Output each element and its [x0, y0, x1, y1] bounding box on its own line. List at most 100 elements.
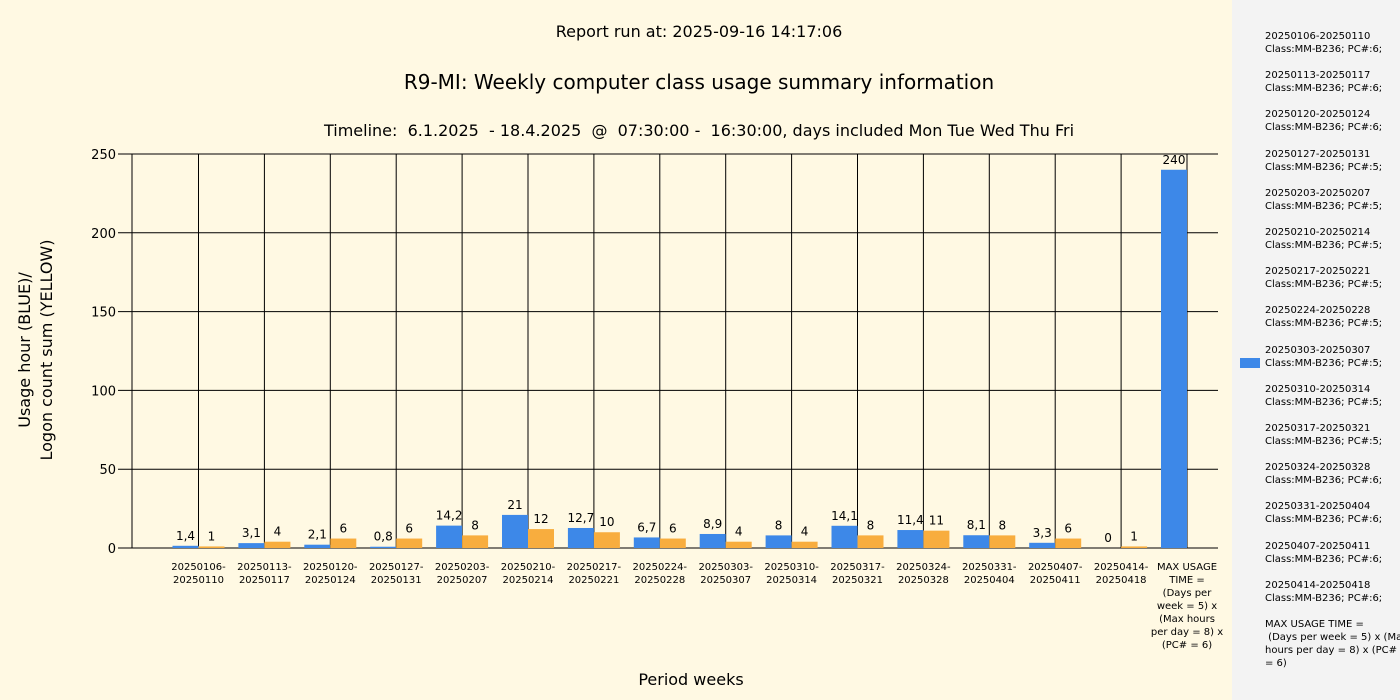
logon-bar — [725, 541, 752, 548]
legend-item: 20250127-20250131 Class:MM-B236; PC#:5; — [1265, 148, 1382, 174]
x-tick-label: 20250113- — [237, 562, 292, 573]
logon-bar — [857, 535, 884, 548]
logon-data-label: 8 — [471, 518, 479, 532]
x-tick-label: 20250407- — [1028, 562, 1083, 573]
legend-item: 20250224-20250228 Class:MM-B236; PC#:5; — [1265, 304, 1382, 330]
legend-item: 20250414-20250418 Class:MM-B236; PC#:6; — [1265, 579, 1382, 605]
legend-item-text: Class:MM-B236; PC#:6; — [1265, 514, 1383, 526]
usage-data-label: 0,8 — [374, 530, 393, 544]
usage-bar — [765, 535, 792, 548]
x-tick-label: 20250414- — [1094, 562, 1149, 573]
logon-bar — [923, 530, 950, 548]
logon-data-label: 8 — [998, 518, 1006, 532]
legend-item: MAX USAGE TIME = (Days per week = 5) x (… — [1265, 618, 1400, 670]
x-tick-label: week = 5) x — [1157, 601, 1217, 612]
x-tick-label: 20250418 — [1096, 575, 1147, 586]
legend-item-text: 20250317-20250321 — [1265, 423, 1371, 434]
x-tick-label: 20250217- — [567, 562, 622, 573]
x-tick-label: 20250117 — [239, 575, 290, 586]
legend-item-text: Class:MM-B236; PC#:5; — [1265, 279, 1383, 291]
legend-item-text: = 6) — [1265, 658, 1287, 669]
usage-bar — [172, 545, 199, 548]
logon-data-label: 12 — [533, 512, 548, 526]
usage-data-label: 1,4 — [176, 529, 195, 543]
usage-data-label: 6,7 — [637, 520, 656, 534]
usage-data-label: 8,9 — [703, 517, 722, 531]
logon-data-label: 4 — [274, 525, 282, 539]
legend-item: 20250120-20250124 Class:MM-B236; PC#:6; — [1265, 108, 1382, 134]
x-tick-label: 20250314 — [766, 575, 817, 586]
x-tick-label: 20250321 — [832, 575, 883, 586]
legend-item-text: Class:MM-B236; PC#:6; — [1265, 553, 1383, 565]
y-tick-label: 150 — [91, 306, 116, 321]
x-tick-label: 20250124 — [305, 575, 356, 586]
usage-data-label: 14,1 — [831, 509, 858, 523]
usage-data-label: 2,1 — [308, 528, 327, 542]
y-tick-label: 50 — [99, 463, 116, 478]
usage-bar — [699, 533, 726, 548]
legend-item-text: Class:MM-B236; PC#:6; — [1265, 83, 1383, 95]
usage-data-label: 3,1 — [242, 526, 261, 540]
logon-bar — [989, 535, 1016, 548]
x-tick-label: per day = 8) x — [1151, 627, 1223, 638]
x-tick-label: 20250404 — [964, 575, 1015, 586]
legend-item-text: 20250217-20250221 — [1265, 266, 1371, 278]
usage-data-label: 12,7 — [568, 511, 595, 525]
chart-area — [0, 0, 1232, 700]
logon-bar — [330, 538, 357, 548]
usage-data-label: 11,4 — [897, 513, 924, 527]
logon-data-label: 6 — [669, 522, 677, 536]
legend-item-text: Class:MM-B236; PC#:5; — [1265, 200, 1383, 212]
usage-bar — [1161, 169, 1187, 548]
x-tick-label: 20250331- — [962, 562, 1017, 573]
legend-item-text: 20250414-20250418 — [1265, 579, 1371, 591]
x-tick-label: TIME = — [1168, 575, 1205, 586]
usage-bar — [502, 514, 528, 548]
usage-bar — [831, 525, 858, 548]
logon-bar — [264, 541, 291, 548]
legend-item-text: Class:MM-B236; PC#:6; — [1265, 122, 1383, 134]
legend-item-text: Class:MM-B236; PC#:5; — [1265, 161, 1383, 173]
legend-item-text: Class:MM-B236; PC#:5; — [1265, 240, 1383, 251]
x-tick-label: 20250214 — [503, 575, 554, 586]
usage-bar — [1029, 542, 1056, 548]
usage-data-label: 0 — [1104, 531, 1112, 545]
x-tick-label: 20250317- — [830, 562, 885, 573]
chart-title: R9-MI: Weekly computer class usage summa… — [403, 70, 995, 94]
legend-item: 20250407-20250411 Class:MM-B236; PC#:6; — [1265, 540, 1382, 566]
legend-item-text: 20250331-20250404 — [1265, 501, 1371, 513]
legend-item-text: (Days per week = 5) x (Max — [1265, 632, 1400, 643]
chart-subtitle: Timeline: 6.1.2025 - 18.4.2025 @ 07:30:0… — [323, 121, 1075, 140]
x-tick-label: 20250411 — [1030, 575, 1081, 586]
x-tick-label: (PC# = 6) — [1162, 640, 1212, 651]
usage-bar — [633, 537, 660, 548]
logon-data-label: 8 — [867, 518, 875, 532]
x-tick-label: 20250120- — [303, 562, 358, 573]
x-tick-label: 20250110 — [173, 575, 224, 586]
x-tick-label: 20250224- — [633, 562, 688, 573]
legend-swatch — [1240, 357, 1260, 368]
logon-bar — [791, 541, 818, 548]
legend-item-text: Class:MM-B236; PC#:6; — [1265, 44, 1383, 55]
y-tick-label: 0 — [108, 542, 116, 557]
legend-item-text: hours per day = 8) x (PC# — [1265, 645, 1398, 656]
usage-bar — [238, 543, 265, 548]
usage-data-label: 8 — [775, 518, 783, 532]
logon-bar — [593, 532, 620, 548]
legend-item: 20250203-20250207 Class:MM-B236; PC#:5; — [1265, 187, 1382, 213]
logon-data-label: 4 — [801, 525, 809, 539]
logon-data-label: 1 — [1130, 529, 1138, 543]
x-tick-label: 20250328 — [898, 575, 949, 586]
usage-bar — [567, 527, 594, 548]
logon-bar — [1055, 538, 1082, 548]
legend-item: 20250113-20250117 Class:MM-B236; PC#:6; — [1265, 69, 1382, 95]
usage-data-label: 8,1 — [967, 518, 986, 532]
usage-bar — [963, 535, 990, 548]
legend-item-text: 20250120-20250124 — [1265, 109, 1371, 121]
logon-data-label: 10 — [599, 515, 614, 529]
legend-panel — [1232, 0, 1400, 700]
legend-item-text: Class:MM-B236; PC#:6; — [1265, 475, 1383, 487]
legend-item-text: 20250407-20250411 — [1265, 540, 1371, 552]
x-tick-label: 20250127- — [369, 562, 424, 573]
